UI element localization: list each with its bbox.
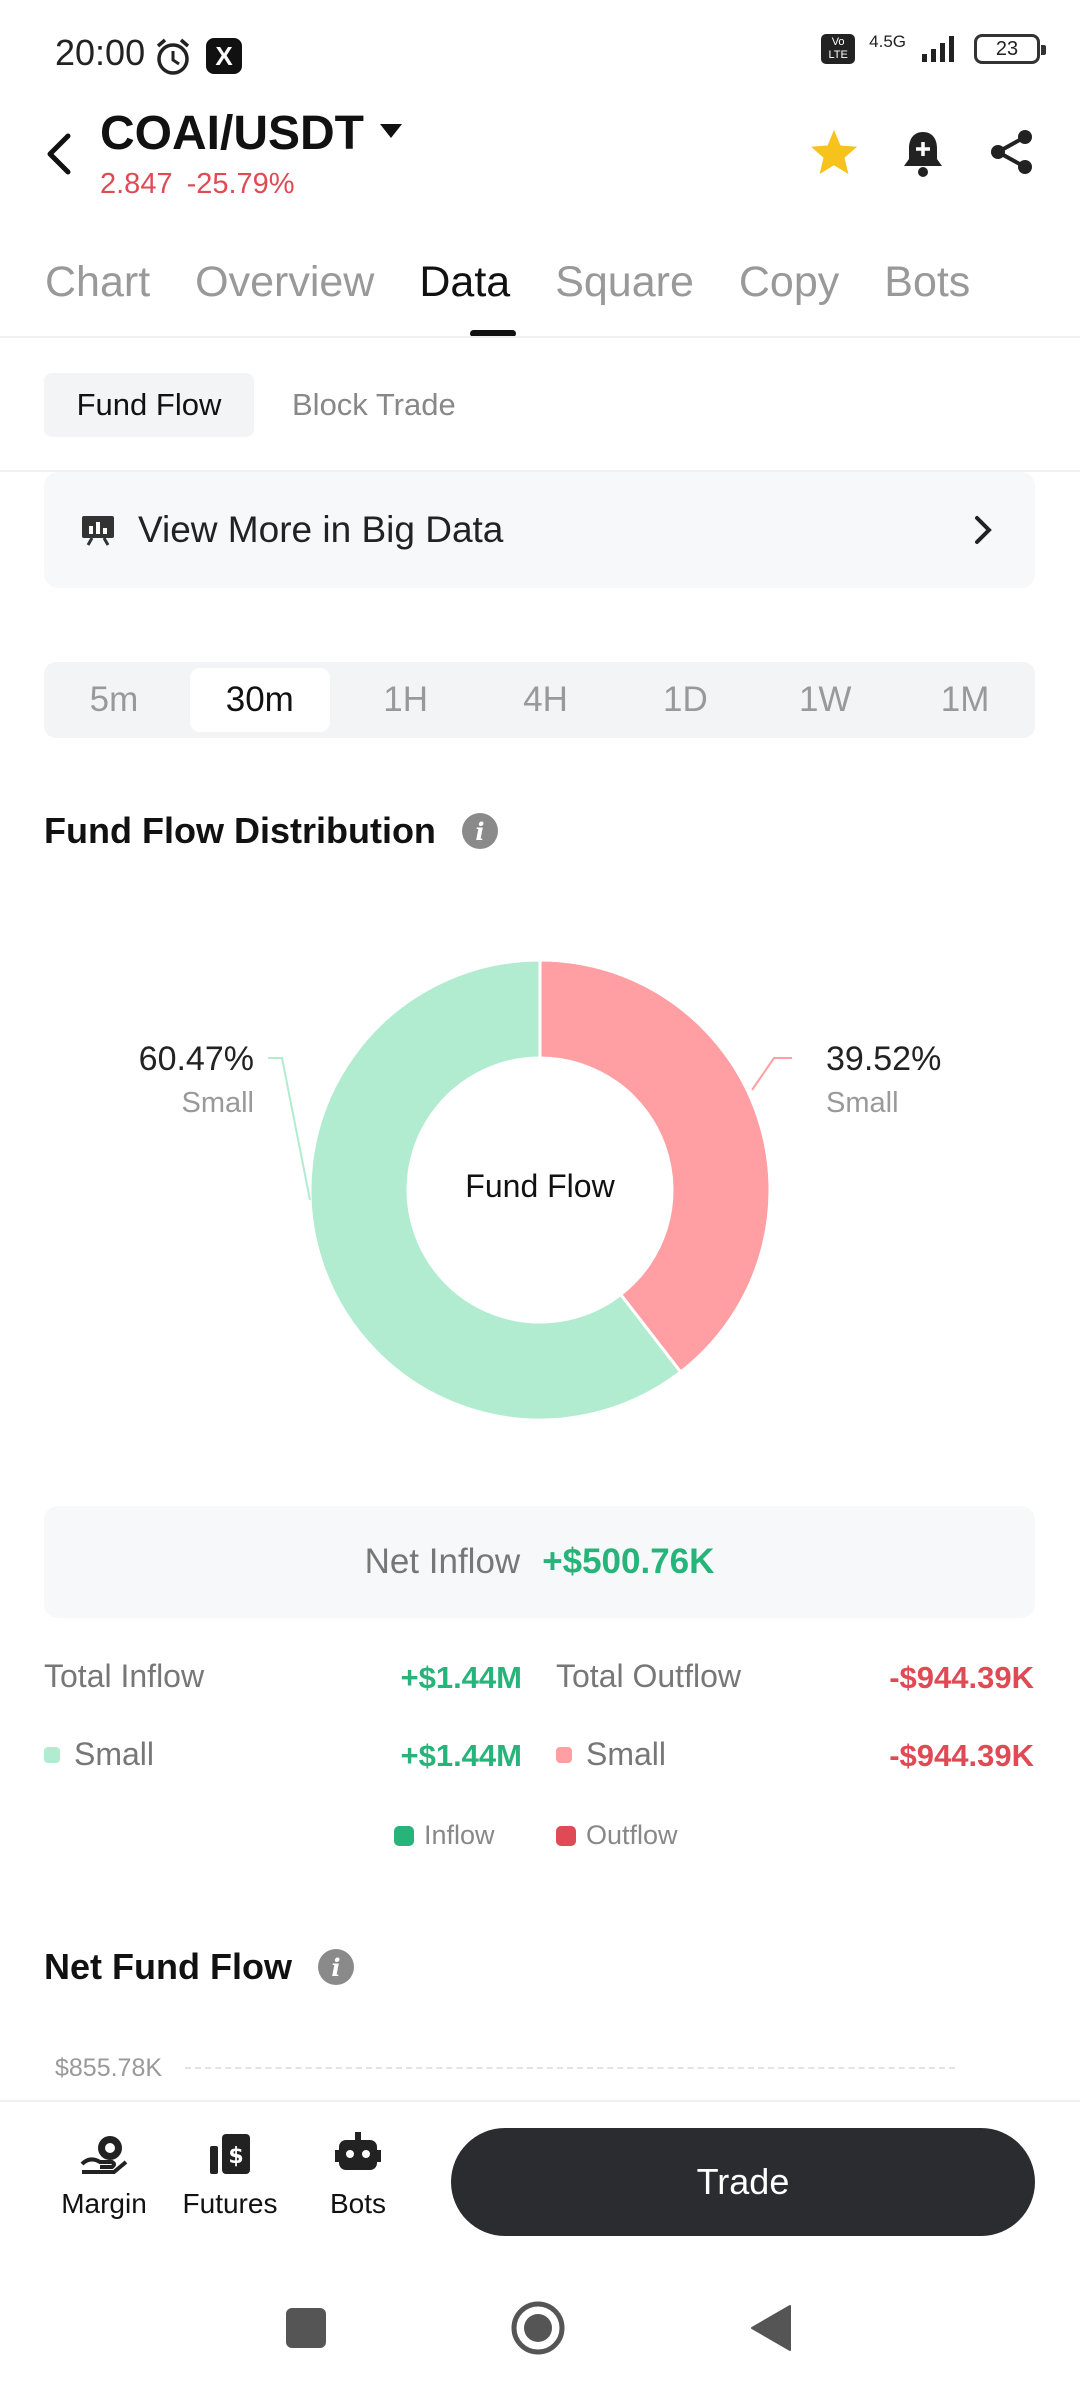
recent-apps-button[interactable]	[286, 2308, 326, 2348]
battery-icon: 23	[974, 34, 1046, 64]
trade-button[interactable]: Trade	[451, 2128, 1035, 2236]
signal-icon	[922, 36, 954, 62]
legend-outflow-label: Outflow	[586, 1820, 678, 1850]
status-icons: Vo LTE 4.5G 23	[821, 32, 1046, 64]
futures-icon: $	[210, 2134, 250, 2174]
battery-level: 23	[995, 37, 1019, 60]
back-arrow-icon[interactable]	[44, 132, 74, 176]
nav-futures-label: Futures	[182, 2188, 278, 2219]
legend-outflow: Outflow	[556, 1820, 678, 1851]
interval-4h[interactable]: 4H	[523, 680, 568, 719]
small-inflow-swatch	[44, 1746, 60, 1763]
small-outflow-row: Small	[556, 1736, 666, 1773]
subtab-fund-flow[interactable]: Fund Flow	[44, 373, 254, 437]
total-inflow-label: Total Inflow	[44, 1658, 205, 1694]
last-price: 2.847	[100, 168, 173, 200]
chevron-down-icon[interactable]	[380, 124, 402, 138]
x-app-icon: X	[206, 38, 242, 74]
nav-futures[interactable]: $ Futures	[170, 2132, 290, 2220]
total-outflow-label: Total Outflow	[556, 1658, 741, 1694]
tab-overview[interactable]: Overview	[195, 258, 375, 306]
pair-title[interactable]: COAI/USDT	[100, 107, 364, 160]
tab-square[interactable]: Square	[555, 258, 694, 306]
presentation-chart-icon	[82, 516, 114, 546]
donut-center-label: Fund Flow	[465, 1168, 615, 1204]
interval-1h[interactable]: 1H	[383, 680, 429, 719]
status-time: 20:00	[55, 32, 146, 73]
small-inflow-value: +$1.44M	[400, 1738, 522, 1773]
subtabs-divider	[0, 470, 1080, 472]
big-data-link[interactable]: View More in Big Data	[44, 472, 1035, 588]
leader-lines	[268, 1057, 792, 1201]
small-outflow-label: Small	[586, 1736, 667, 1772]
main-tabs: Chart Overview Data Square Copy Bots	[45, 258, 970, 307]
network-label: 4.5G	[869, 32, 906, 51]
tab-bots[interactable]: Bots	[884, 258, 971, 306]
right-slice-pct: 39.52%	[826, 1040, 942, 1078]
legend-inflow-swatch	[394, 1825, 414, 1846]
alarm-icon	[156, 38, 190, 75]
tab-copy[interactable]: Copy	[738, 258, 840, 306]
volte-icon: Vo LTE	[821, 34, 856, 64]
interval-1m[interactable]: 1M	[940, 680, 990, 719]
star-icon[interactable]	[808, 128, 860, 178]
net-fund-flow-title: Net Fund Flow	[44, 1946, 292, 1987]
net-fund-flow-y-label: $855.78K	[55, 2054, 163, 2082]
tab-chart[interactable]: Chart	[45, 258, 151, 306]
distribution-title: Fund Flow Distribution	[44, 810, 436, 851]
net-inflow-value: +$500.76K	[542, 1542, 715, 1581]
nav-margin-label: Margin	[61, 2188, 147, 2219]
donut-slice-inflow	[308, 958, 683, 1422]
interval-selector: 5m 30m 1H 4H 1D 1W 1M	[44, 662, 1035, 738]
fund-flow-donut-chart	[308, 958, 772, 1422]
nav-bots-label: Bots	[329, 2188, 387, 2219]
tab-data[interactable]: Data	[419, 258, 511, 306]
right-slice-label: 39.52% Small	[826, 1040, 941, 1120]
add-alert-bell-icon[interactable]	[900, 128, 946, 178]
left-slice-category: Small	[181, 1087, 254, 1119]
chart-gridline	[185, 2067, 955, 2069]
right-slice-category: Small	[826, 1087, 899, 1119]
small-inflow-row: Small	[44, 1736, 154, 1773]
share-icon[interactable]	[988, 128, 1036, 176]
nav-margin[interactable]: Margin	[44, 2132, 164, 2220]
left-slice-pct: 60.47%	[138, 1040, 254, 1078]
subtab-block-trade[interactable]: Block Trade	[292, 387, 456, 422]
chevron-right-icon	[975, 516, 992, 544]
distribution-section-title: Fund Flow Distribution i	[44, 810, 498, 852]
tabs-divider	[0, 336, 1080, 338]
total-outflow-value: -$944.39K	[889, 1660, 1034, 1695]
info-icon[interactable]: i	[317, 1949, 354, 1985]
total-inflow-value: +$1.44M	[400, 1660, 522, 1695]
net-fund-flow-section-title: Net Fund Flow i	[44, 1946, 354, 1988]
big-data-label: View More in Big Data	[138, 509, 504, 550]
net-inflow-label: Net Inflow	[364, 1542, 521, 1581]
price-change: -25.79%	[186, 168, 295, 200]
legend-inflow: Inflow	[394, 1820, 495, 1851]
price-row: 2.847 -25.79%	[100, 168, 295, 201]
margin-icon	[80, 2136, 128, 2174]
back-button[interactable]	[750, 2304, 792, 2352]
legend-inflow-label: Inflow	[424, 1820, 495, 1850]
svg-text:$: $	[228, 2144, 243, 2169]
left-slice-label: 60.47% Small	[100, 1040, 254, 1120]
small-outflow-swatch	[556, 1746, 572, 1763]
robot-icon	[335, 2132, 381, 2170]
nav-bots[interactable]: Bots	[298, 2132, 418, 2220]
active-tab-indicator	[470, 330, 516, 337]
interval-5m[interactable]: 5m	[89, 680, 139, 719]
home-button[interactable]	[510, 2300, 566, 2356]
small-outflow-value: -$944.39K	[889, 1738, 1034, 1773]
net-inflow-box: Net Inflow +$500.76K	[44, 1506, 1035, 1618]
interval-30m[interactable]: 30m	[189, 668, 330, 732]
legend-outflow-swatch	[556, 1825, 576, 1846]
interval-1w[interactable]: 1W	[798, 680, 852, 719]
info-icon[interactable]: i	[461, 813, 498, 849]
interval-1d[interactable]: 1D	[662, 680, 708, 719]
small-inflow-label: Small	[74, 1736, 155, 1772]
donut-slice-outflow	[538, 958, 772, 1375]
